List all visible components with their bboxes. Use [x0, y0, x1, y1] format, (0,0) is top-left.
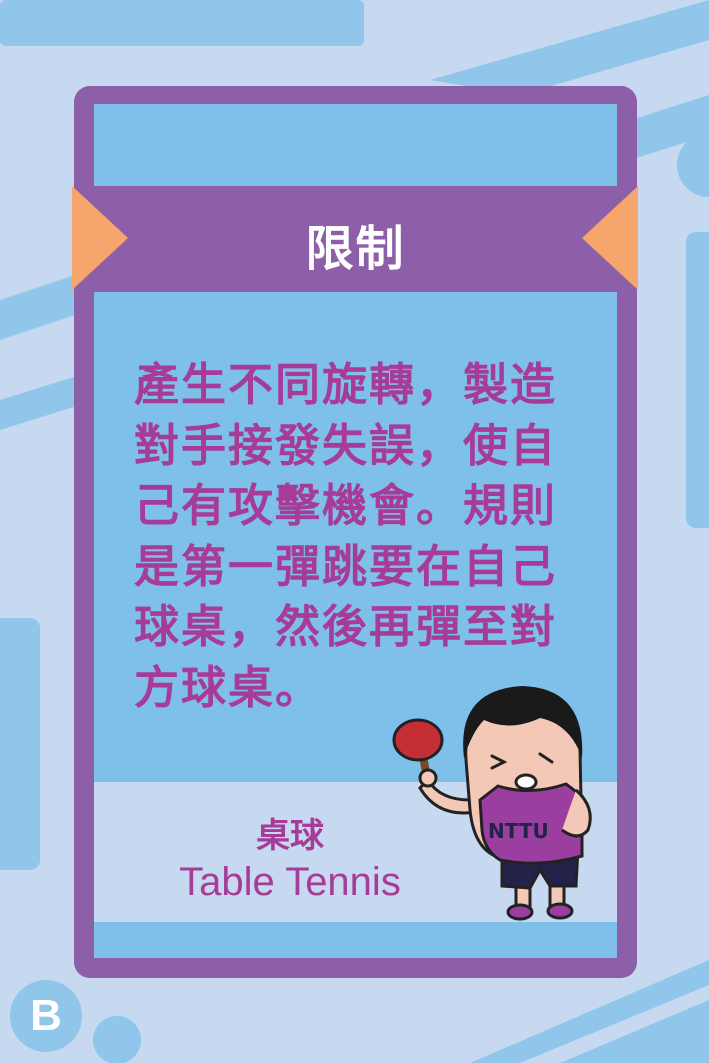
card-title: 限制	[305, 221, 406, 277]
description-line: 球桌，然後再彈至對	[134, 600, 558, 653]
description-line: 是第一彈跳要在自己	[134, 539, 558, 593]
description-line: 對手接發失誤，使自	[134, 418, 558, 472]
description-line: 己有攻擊機會。規則	[134, 479, 558, 532]
card-description: 產生不同旋轉，製造 對手接發失誤，使自 己有攻擊機會。規則 是第一彈跳要在自己 …	[134, 355, 594, 718]
shirt-text: NTTU	[488, 819, 549, 843]
description-line: 方球桌。	[134, 660, 323, 714]
player-character-illustration: NTTU	[392, 686, 592, 921]
sport-name-chinese: 桌球	[256, 816, 324, 856]
sport-name-english: Table Tennis	[179, 860, 401, 904]
card-category-badge: B	[10, 980, 82, 1052]
ping-pong-paddle-icon	[392, 718, 444, 786]
description-line: 產生不同旋轉，製造	[134, 358, 558, 411]
